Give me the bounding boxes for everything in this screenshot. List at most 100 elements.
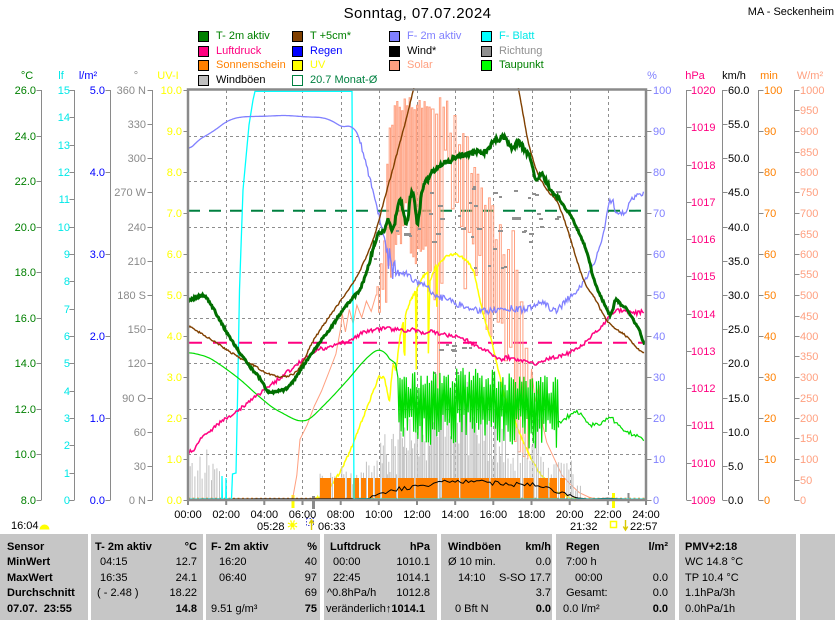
svg-text:1009: 1009 xyxy=(691,495,715,507)
svg-text:80: 80 xyxy=(653,167,665,179)
svg-text:0: 0 xyxy=(764,495,770,507)
svg-text:20.0: 20.0 xyxy=(728,358,749,370)
svg-text:15: 15 xyxy=(58,85,70,97)
svg-text:70: 70 xyxy=(764,208,776,220)
svg-text:1.0: 1.0 xyxy=(90,413,105,425)
svg-text:90: 90 xyxy=(653,126,665,138)
svg-text:750: 750 xyxy=(800,187,818,199)
svg-text:300: 300 xyxy=(800,372,818,384)
svg-text:5.0: 5.0 xyxy=(90,85,105,97)
svg-text:6.0: 6.0 xyxy=(167,249,182,261)
svg-text:°C: °C xyxy=(21,70,33,82)
svg-text:16:00: 16:00 xyxy=(480,509,508,521)
svg-text:22:00: 22:00 xyxy=(594,509,622,521)
svg-text:24.0: 24.0 xyxy=(15,131,36,143)
svg-text:10:00: 10:00 xyxy=(365,509,393,521)
svg-text:lf: lf xyxy=(58,70,64,82)
svg-text:300: 300 xyxy=(128,153,146,165)
svg-text:0: 0 xyxy=(800,495,806,507)
svg-text:16:04: 16:04 xyxy=(11,520,39,532)
svg-text:15.0: 15.0 xyxy=(728,393,749,405)
svg-text:W/m²: W/m² xyxy=(797,70,824,82)
svg-text:900: 900 xyxy=(800,126,818,138)
svg-text:16.0: 16.0 xyxy=(15,313,36,325)
svg-text:1.0: 1.0 xyxy=(167,454,182,466)
svg-text:350: 350 xyxy=(800,351,818,363)
svg-text:9: 9 xyxy=(64,249,70,261)
svg-text:150: 150 xyxy=(800,433,818,445)
svg-text:06:33: 06:33 xyxy=(318,521,346,533)
svg-text:11: 11 xyxy=(59,194,70,206)
svg-text:1010: 1010 xyxy=(691,458,715,470)
svg-text:UV-I: UV-I xyxy=(157,70,178,82)
svg-text:10.0: 10.0 xyxy=(161,85,182,97)
svg-text:40: 40 xyxy=(653,331,665,343)
svg-text:12:00: 12:00 xyxy=(403,509,431,521)
svg-text:90: 90 xyxy=(764,126,776,138)
svg-text:3: 3 xyxy=(64,413,70,425)
svg-text:30: 30 xyxy=(653,372,665,384)
svg-text:700: 700 xyxy=(800,208,818,220)
svg-text:8.0: 8.0 xyxy=(167,167,182,179)
svg-text:hPa: hPa xyxy=(685,70,705,82)
svg-text:0.0: 0.0 xyxy=(167,495,182,507)
svg-text:00:00: 00:00 xyxy=(174,509,202,521)
svg-text:45.0: 45.0 xyxy=(728,187,749,199)
svg-text:250: 250 xyxy=(800,393,818,405)
svg-text:08:00: 08:00 xyxy=(327,509,355,521)
svg-text:400: 400 xyxy=(800,331,818,343)
svg-text:5: 5 xyxy=(64,358,70,370)
svg-text:450: 450 xyxy=(800,311,818,323)
svg-text:330: 330 xyxy=(128,119,146,131)
svg-text:7: 7 xyxy=(64,304,70,316)
svg-text:18.0: 18.0 xyxy=(15,267,36,279)
svg-text:18:00: 18:00 xyxy=(518,509,546,521)
svg-text:50: 50 xyxy=(653,290,665,302)
svg-text:22:57: 22:57 xyxy=(630,521,658,533)
svg-text:50: 50 xyxy=(764,290,776,302)
svg-text:8.0: 8.0 xyxy=(21,495,36,507)
svg-text:14: 14 xyxy=(58,112,70,124)
svg-text:35.0: 35.0 xyxy=(728,256,749,268)
svg-text:650: 650 xyxy=(800,229,818,241)
svg-text:30: 30 xyxy=(134,461,146,473)
svg-text:1017: 1017 xyxy=(691,197,715,209)
svg-text:0.0: 0.0 xyxy=(728,495,743,507)
svg-text:10.0: 10.0 xyxy=(15,449,36,461)
svg-text:l/m²: l/m² xyxy=(79,70,98,82)
svg-text:10.0: 10.0 xyxy=(728,427,749,439)
svg-text:360 N: 360 N xyxy=(117,85,146,97)
svg-text:55.0: 55.0 xyxy=(728,119,749,131)
svg-text:850: 850 xyxy=(800,147,818,159)
svg-text:20: 20 xyxy=(653,413,665,425)
svg-text:1: 1 xyxy=(64,468,70,480)
svg-text:21:32: 21:32 xyxy=(570,521,598,533)
svg-text:9.0: 9.0 xyxy=(167,126,182,138)
svg-text:7.0: 7.0 xyxy=(167,208,182,220)
svg-text:2: 2 xyxy=(64,440,70,452)
svg-text:70: 70 xyxy=(653,208,665,220)
svg-text:%: % xyxy=(647,70,657,82)
svg-text:1012: 1012 xyxy=(691,383,715,395)
svg-text:20:00: 20:00 xyxy=(556,509,584,521)
svg-text:600: 600 xyxy=(800,249,818,261)
svg-text:14:00: 14:00 xyxy=(441,509,469,521)
svg-text:04:00: 04:00 xyxy=(251,509,279,521)
svg-text:0 N: 0 N xyxy=(129,495,146,507)
svg-text:120: 120 xyxy=(128,358,146,370)
svg-text:10: 10 xyxy=(58,222,70,234)
svg-text:1011: 1011 xyxy=(691,420,715,432)
svg-text:100: 100 xyxy=(764,85,782,97)
svg-text:22.0: 22.0 xyxy=(15,176,36,188)
svg-text:1014: 1014 xyxy=(691,309,715,321)
svg-text:1016: 1016 xyxy=(691,234,715,246)
svg-text:05:28: 05:28 xyxy=(257,521,285,533)
svg-text:60: 60 xyxy=(764,249,776,261)
svg-text:210: 210 xyxy=(128,256,146,268)
svg-text:24:00: 24:00 xyxy=(632,509,660,521)
svg-text:km/h: km/h xyxy=(722,70,746,82)
svg-text:5.0: 5.0 xyxy=(167,290,182,302)
svg-text:1013: 1013 xyxy=(691,346,715,358)
svg-text:10: 10 xyxy=(764,454,776,466)
svg-text:06:00: 06:00 xyxy=(289,509,317,521)
